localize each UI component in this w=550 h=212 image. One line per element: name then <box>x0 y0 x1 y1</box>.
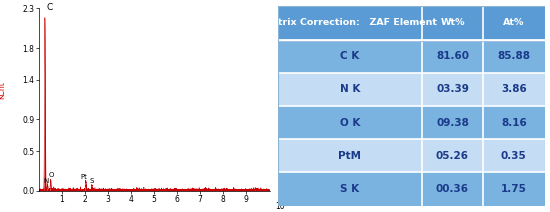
Text: 03.39: 03.39 <box>436 84 469 94</box>
Text: 09.38: 09.38 <box>436 118 469 128</box>
Text: N: N <box>43 178 48 184</box>
Bar <box>278 73 544 106</box>
Text: PtM: PtM <box>338 151 361 161</box>
Text: 10: 10 <box>275 202 285 211</box>
Text: Pt: Pt <box>80 174 87 180</box>
Bar <box>278 40 544 73</box>
Text: 85.88: 85.88 <box>497 51 530 61</box>
Text: 00.36: 00.36 <box>436 184 469 194</box>
Text: At%: At% <box>503 18 525 28</box>
Text: Wt%: Wt% <box>440 18 465 28</box>
Text: O: O <box>48 172 53 178</box>
Text: O K: O K <box>339 118 360 128</box>
Bar <box>278 139 544 172</box>
Bar <box>278 106 544 139</box>
Text: C: C <box>47 3 53 13</box>
Text: 05.26: 05.26 <box>436 151 469 161</box>
Text: 0.35: 0.35 <box>501 151 527 161</box>
Text: N K: N K <box>339 84 360 94</box>
Text: S K: S K <box>340 184 359 194</box>
Text: KCnt: KCnt <box>0 82 6 99</box>
Bar <box>278 6 544 40</box>
Text: 3.86: 3.86 <box>501 84 527 94</box>
Bar <box>278 172 544 206</box>
Text: 8.16: 8.16 <box>501 118 527 128</box>
Text: 1.75: 1.75 <box>501 184 527 194</box>
Text: 81.60: 81.60 <box>436 51 469 61</box>
Text: C K: C K <box>340 51 359 61</box>
Text: S: S <box>90 178 94 184</box>
Text: Matrix Correction:   ZAF Element: Matrix Correction: ZAF Element <box>262 18 437 28</box>
